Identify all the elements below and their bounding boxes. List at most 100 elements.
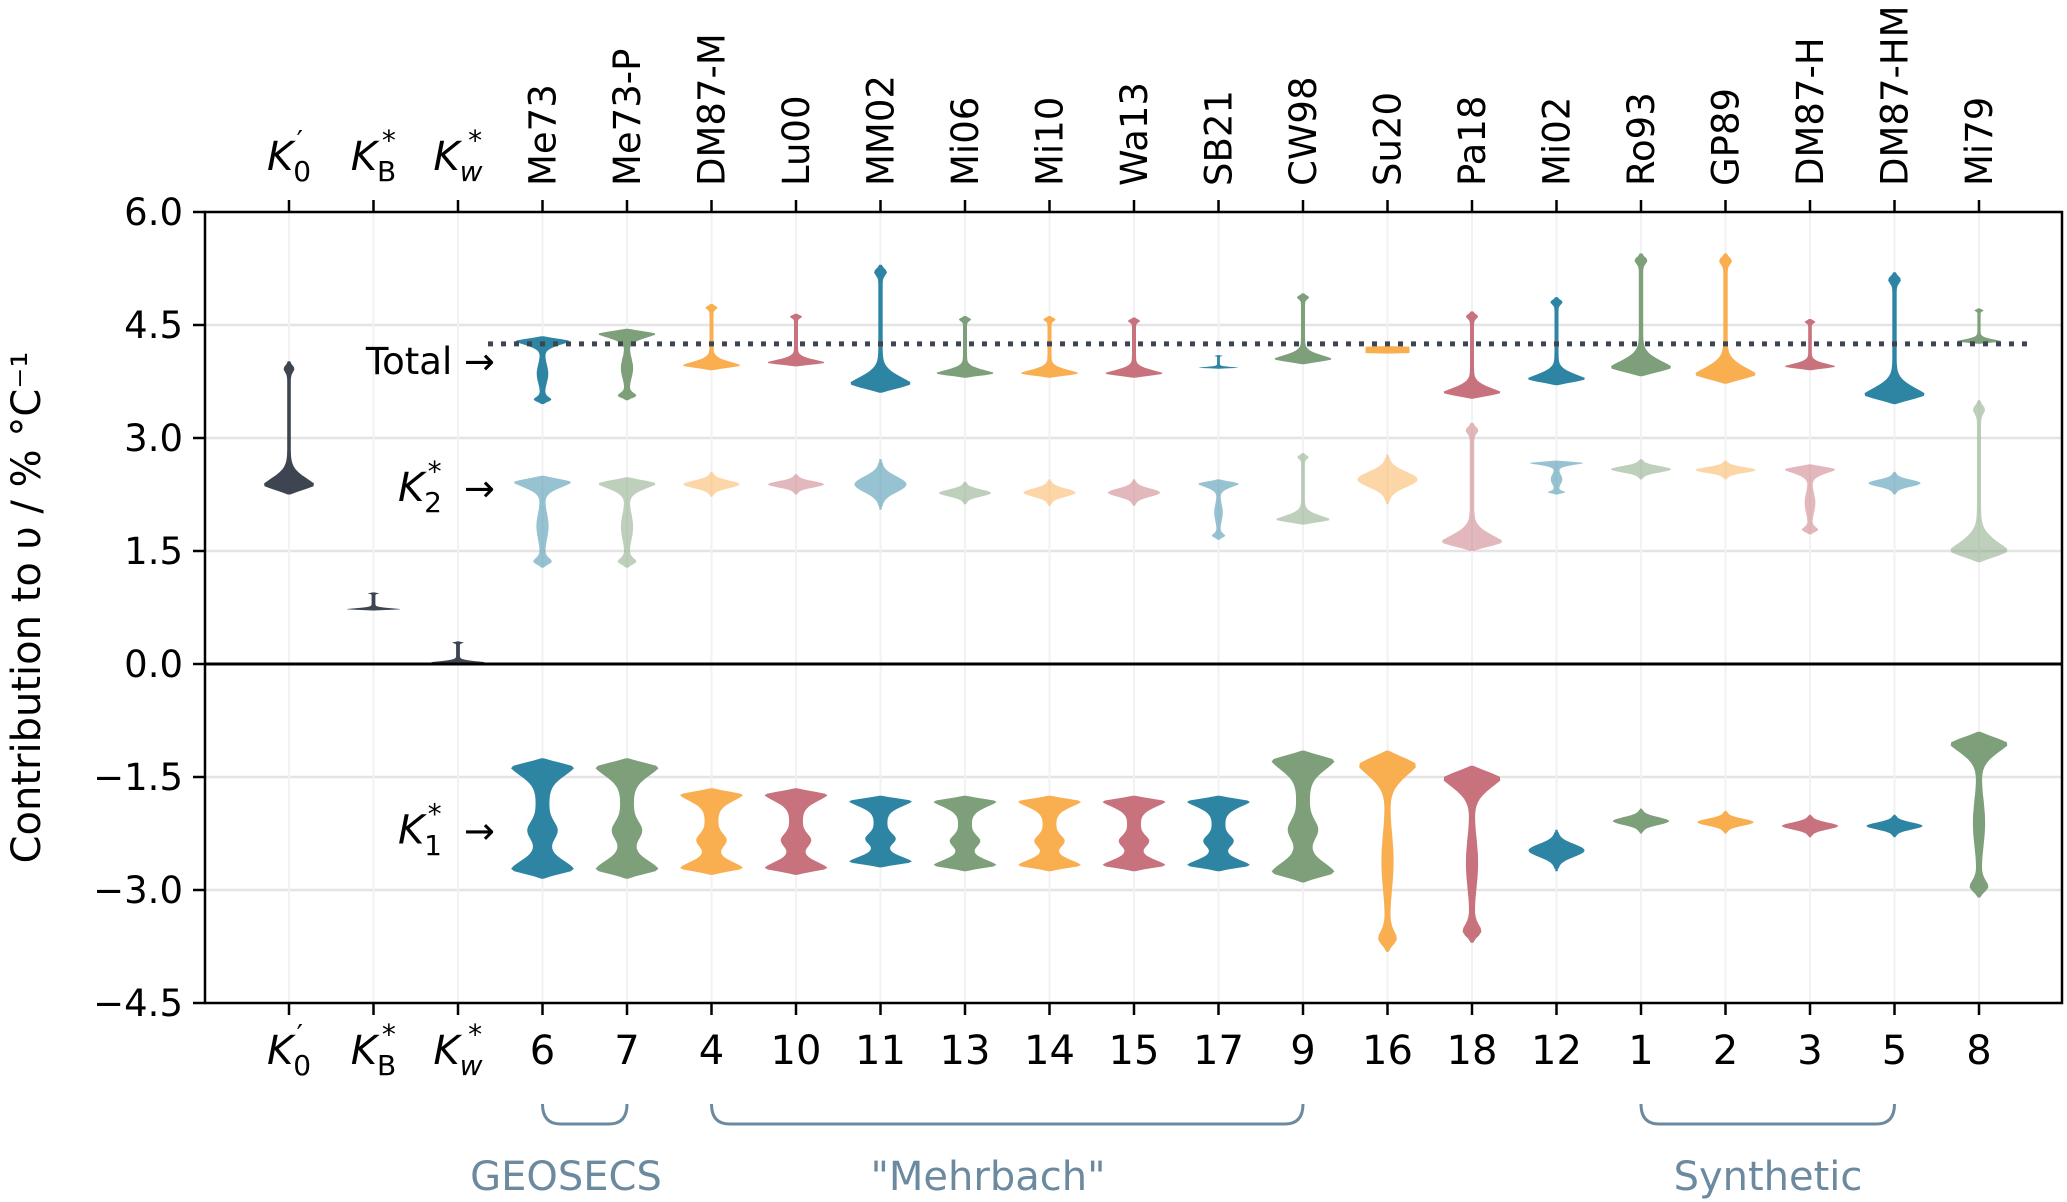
x-bottom-label: 7 <box>614 1028 639 1074</box>
x-bottom-label: 11 <box>855 1028 906 1074</box>
x-top-label: Mi79 <box>1958 97 2001 186</box>
violin-Mi10-K2 <box>1023 479 1076 506</box>
violin-DM87H-K1 <box>1782 814 1838 838</box>
violin-Pa18-Total <box>1443 311 1501 399</box>
violin-DM87M-K2 <box>683 471 740 497</box>
violin-DM87M-K1 <box>680 788 743 875</box>
x-bottom-label: 5 <box>1882 1028 1907 1074</box>
x-top-label: SB21 <box>1198 90 1241 186</box>
annotations: Total → K2* → K1* → <box>365 340 495 862</box>
y-tick-label: 1.5 <box>124 530 183 573</box>
violin-SB21-Total <box>1198 355 1239 369</box>
x-top-label: CW98 <box>1282 76 1325 186</box>
y-axis: 6.0 4.5 3.0 1.5 0.0 −1.5 −3.0 −4.5 <box>93 191 205 1025</box>
annotation-arrow: → <box>464 467 495 510</box>
x-bottom-label: 1 <box>1628 1028 1653 1074</box>
group-brackets: GEOSECS "Mehrbach" Synthetic <box>470 1103 1896 1200</box>
x-bottom-label: 2 <box>1713 1028 1738 1074</box>
violin-DM87H-K2 <box>1785 464 1835 535</box>
x-top-label: Su20 <box>1367 92 1410 186</box>
violin-DM87M-Total <box>683 303 740 371</box>
violin-Me73-Total <box>515 336 570 405</box>
violin-Me73P-K2 <box>598 477 656 568</box>
y-tick-label: 6.0 <box>124 191 183 234</box>
violin-Lu00-Total <box>767 313 825 367</box>
x-top-label-math: K0′ <box>267 124 311 188</box>
group-bracket <box>541 1103 629 1126</box>
violin-Kw-Kw <box>431 641 485 664</box>
violin-Su20-K2 <box>1357 454 1418 505</box>
violin-Wa13-K2 <box>1108 479 1160 506</box>
violin-SB21-K1 <box>1187 795 1250 872</box>
violin-Me73P-Total <box>598 328 656 401</box>
x-top-label: Ro93 <box>1620 92 1663 186</box>
violin-Wa13-Total <box>1105 317 1163 378</box>
annotation-arrow: → <box>464 810 495 853</box>
violin-Mi06-K1 <box>933 795 997 872</box>
x-top-label: MM02 <box>860 75 903 186</box>
x-top-label: Me73-P <box>606 49 649 186</box>
violin-Mi02-Total <box>1528 297 1585 386</box>
x-axis-top: K0′ KB* Kw* Me73 Me73-P DM87-M Lu00 MM02 Mi06 Mi1… <box>267 5 2001 212</box>
x-bottom-label: 18 <box>1447 1028 1498 1074</box>
violin-Me73-K1 <box>511 758 574 879</box>
x-top-label-math: KB* <box>351 124 396 188</box>
x-top-label: Mi02 <box>1536 97 1579 186</box>
annotation-k2: K2* <box>398 455 442 519</box>
x-top-label: Pa18 <box>1451 96 1494 186</box>
y-tick-label: 4.5 <box>124 304 183 347</box>
x-bottom-label: 16 <box>1362 1028 1413 1074</box>
x-top-label: GP89 <box>1705 88 1748 186</box>
x-bottom-label: 15 <box>1109 1028 1160 1074</box>
violin-Mi02-K2 <box>1529 460 1584 495</box>
violin-Ro93-K1 <box>1613 808 1669 834</box>
y-tick-label: 3.0 <box>124 417 183 460</box>
violin-Su20-Total <box>1365 346 1410 354</box>
violin-Mi10-K1 <box>1018 795 1081 872</box>
x-bottom-label: 9 <box>1290 1028 1315 1074</box>
violin-Mi10-Total <box>1021 316 1078 378</box>
x-top-label: DM87-M <box>691 33 734 186</box>
violin-Wa13-K1 <box>1102 795 1166 872</box>
violin-Ro93-Total <box>1611 253 1671 377</box>
violin-GP89-Total <box>1695 253 1756 384</box>
y-tick-label: −1.5 <box>93 756 183 799</box>
x-top-label-math: Kw* <box>433 124 482 188</box>
x-top-label: Me73 <box>522 84 565 186</box>
violin-Ro93-K2 <box>1611 459 1671 480</box>
violin-Mi79-K2 <box>1950 400 2008 563</box>
violin-K0-K0 <box>264 361 314 495</box>
y-tick-label: 0.0 <box>124 643 183 686</box>
x-bottom-label: 6 <box>530 1028 555 1074</box>
group-bracket <box>710 1103 1305 1126</box>
violin-Pa18-K1 <box>1443 765 1501 943</box>
x-bottom-label-math: KB* <box>351 1018 396 1082</box>
violin-CW98-Total <box>1274 293 1332 365</box>
violin-Lu00-K2 <box>768 474 824 495</box>
violin-DM87HM-Total <box>1864 272 1925 405</box>
x-bottom-label: 17 <box>1193 1028 1244 1074</box>
x-bottom-label-math: Kw* <box>433 1018 482 1082</box>
group-label: "Mehrbach" <box>871 1154 1106 1200</box>
x-top-label: Wa13 <box>1113 82 1156 186</box>
x-top-label: DM87-H <box>1789 37 1832 186</box>
violin-SB21-K2 <box>1198 479 1239 540</box>
violin-Mi06-Total <box>936 316 994 378</box>
violin-Su20-K1 <box>1359 750 1416 952</box>
y-tick-label: −3.0 <box>93 869 183 912</box>
group-label: GEOSECS <box>470 1154 662 1200</box>
x-bottom-label: 8 <box>1966 1028 1991 1074</box>
violin-DM87H-Total <box>1785 319 1835 371</box>
violin-Mi06-K2 <box>939 481 991 505</box>
x-top-label: Lu00 <box>775 96 818 187</box>
group-label: Synthetic <box>1674 1154 1863 1200</box>
y-axis-label: Contribution to υ / % °C⁻¹ <box>4 352 50 864</box>
x-top-label: Mi10 <box>1029 97 1072 186</box>
violin-DM87HM-K2 <box>1868 471 1921 495</box>
violin-MM02-K2 <box>854 459 907 510</box>
violin-MM02-K1 <box>849 795 912 868</box>
x-top-label: DM87-HM <box>1874 5 1917 186</box>
x-axis-bottom: K0′ KB* Kw* 6 7 4 10 11 13 14 15 17 9 16 18 12 1 2 3 5 8 <box>267 1003 1992 1082</box>
total-annotation: Total → <box>365 340 495 383</box>
